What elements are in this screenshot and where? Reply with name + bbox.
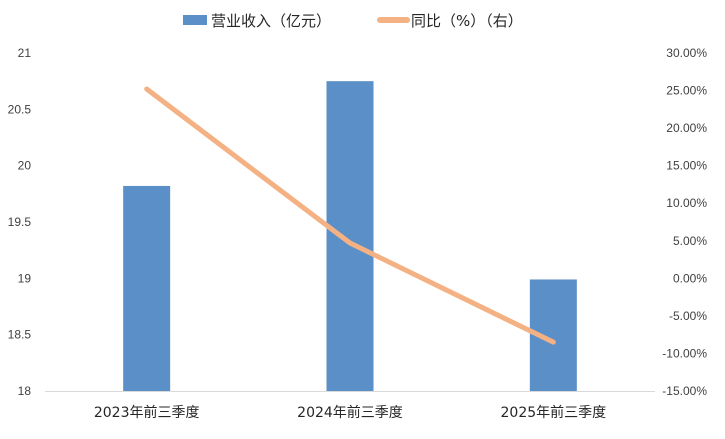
right-axis-ticks: -15.00% -10.00% -5.00% 0.00% 5.00% 10.00% 15.0… [662,46,707,398]
revenue-bar [326,81,374,392]
bar-series-revenue [123,81,577,392]
legend-swatch-revenue [183,15,207,25]
category-label: 2024年前三季度 [297,404,403,421]
left-tick-label: 20 [18,159,32,173]
left-tick-label: 18 [18,384,32,398]
right-tick-label: 5.00% [673,234,707,248]
category-label: 2025年前三季度 [501,404,607,421]
category-labels: 2023年前三季度 2024年前三季度 2025年前三季度 [94,404,606,421]
right-tick-label: 10.00% [666,196,707,210]
left-tick-label: 18.5 [8,328,32,342]
right-tick-label: 15.00% [666,159,707,173]
legend-label-revenue: 营业收入（亿元） [211,12,331,30]
legend: 营业收入（亿元） 同比（%）（右） [183,12,523,30]
left-tick-label: 20.5 [8,102,32,116]
right-tick-label: -15.00% [662,384,707,398]
left-axis-ticks: 18 18.5 19 19.5 20 20.5 21 [8,46,32,398]
legend-label-yoy: 同比（%）（右） [411,12,523,30]
line-series-yoy [144,86,556,345]
right-tick-label: 30.00% [666,46,707,60]
right-tick-label: -5.00% [669,309,707,323]
right-tick-label: 25.00% [666,84,707,98]
right-tick-label: 20.00% [666,121,707,135]
revenue-bar [123,185,171,391]
right-tick-label: 0.00% [673,271,707,285]
right-tick-label: -10.00% [662,346,707,360]
category-label: 2023年前三季度 [94,404,200,421]
left-tick-label: 19 [18,271,32,285]
left-tick-label: 19.5 [8,215,32,229]
left-tick-label: 21 [18,46,32,60]
